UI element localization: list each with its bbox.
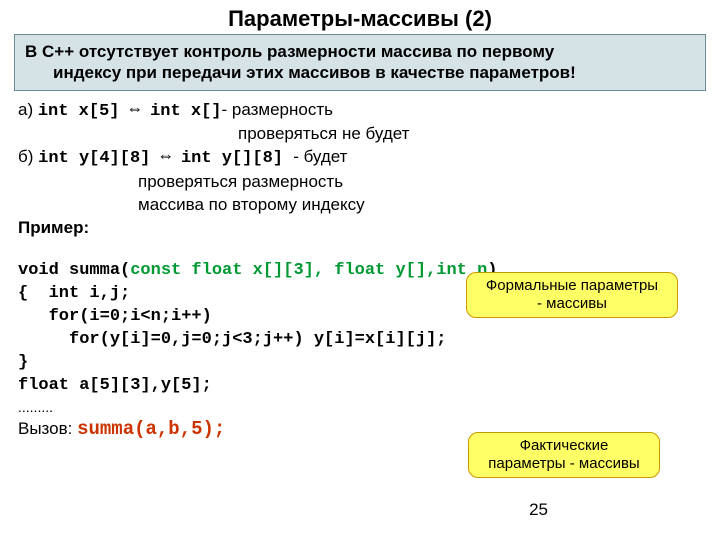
code-dots: ......... — [18, 398, 702, 417]
call-label: Вызов: — [18, 419, 77, 438]
item-a-line2: проверяться не будет — [18, 123, 702, 146]
item-b-label: б) — [18, 147, 33, 166]
callout-formal-params: Формальные параметры - массивы — [466, 272, 678, 318]
callout-actual-params: Фактические параметры - массивы — [468, 432, 660, 478]
body-area: а) int x[5] ⇔ int x[]- размерность прове… — [0, 97, 720, 443]
code-line-4: for(y[i]=0,j=0;j<3;j++) y[i]=x[i][j]; — [18, 329, 702, 352]
info-line-2: индексу при передачи этих массивов в кач… — [25, 62, 695, 83]
example-label: Пример: — [18, 217, 702, 240]
code-line-5: } — [18, 352, 702, 375]
slide-title: Параметры-массивы (2) — [0, 0, 720, 34]
spacer — [18, 240, 702, 258]
item-b-line2: проверяться размерность — [18, 171, 702, 194]
item-b-line3: массива по второму индексу — [18, 194, 702, 217]
code-l1b: const float x[][3], float y[],int n — [130, 261, 487, 280]
item-b-line1: б) int y[4][8] ⇔ int y[][8] - будет — [18, 146, 702, 171]
item-a-tail: - размерность — [222, 100, 333, 119]
arrow-icon: ⇔ — [161, 149, 171, 168]
code-line-6: float a[5][3],y[5]; — [18, 375, 702, 398]
item-b-tail: - будет — [293, 147, 347, 166]
info-box: В С++ отсутствует контроль размерности м… — [14, 34, 706, 91]
slide: Параметры-массивы (2) В С++ отсутствует … — [0, 0, 720, 540]
arrow-icon: ⇔ — [130, 102, 140, 121]
info-line-1: В С++ отсутствует контроль размерности м… — [25, 42, 554, 61]
page-number: 25 — [529, 500, 548, 520]
item-b-code1: int y[4][8] — [38, 149, 160, 168]
item-b-code2: int y[][8] — [171, 149, 293, 168]
callout-bot-line1: Фактические — [479, 437, 649, 455]
item-a-line1: а) int x[5] ⇔ int x[]- размерность — [18, 99, 702, 124]
item-a-code1: int x[5] — [38, 102, 130, 121]
callout-bot-line2: параметры - массивы — [479, 455, 649, 473]
item-a-label: а) — [18, 100, 33, 119]
callout-top-line1: Формальные параметры — [477, 277, 667, 295]
callout-top-line2: - массивы — [477, 295, 667, 313]
item-a-code2: int x[] — [140, 102, 222, 121]
code-l1a: void summa( — [18, 261, 130, 280]
call-code: summa(a,b,5); — [77, 418, 225, 440]
